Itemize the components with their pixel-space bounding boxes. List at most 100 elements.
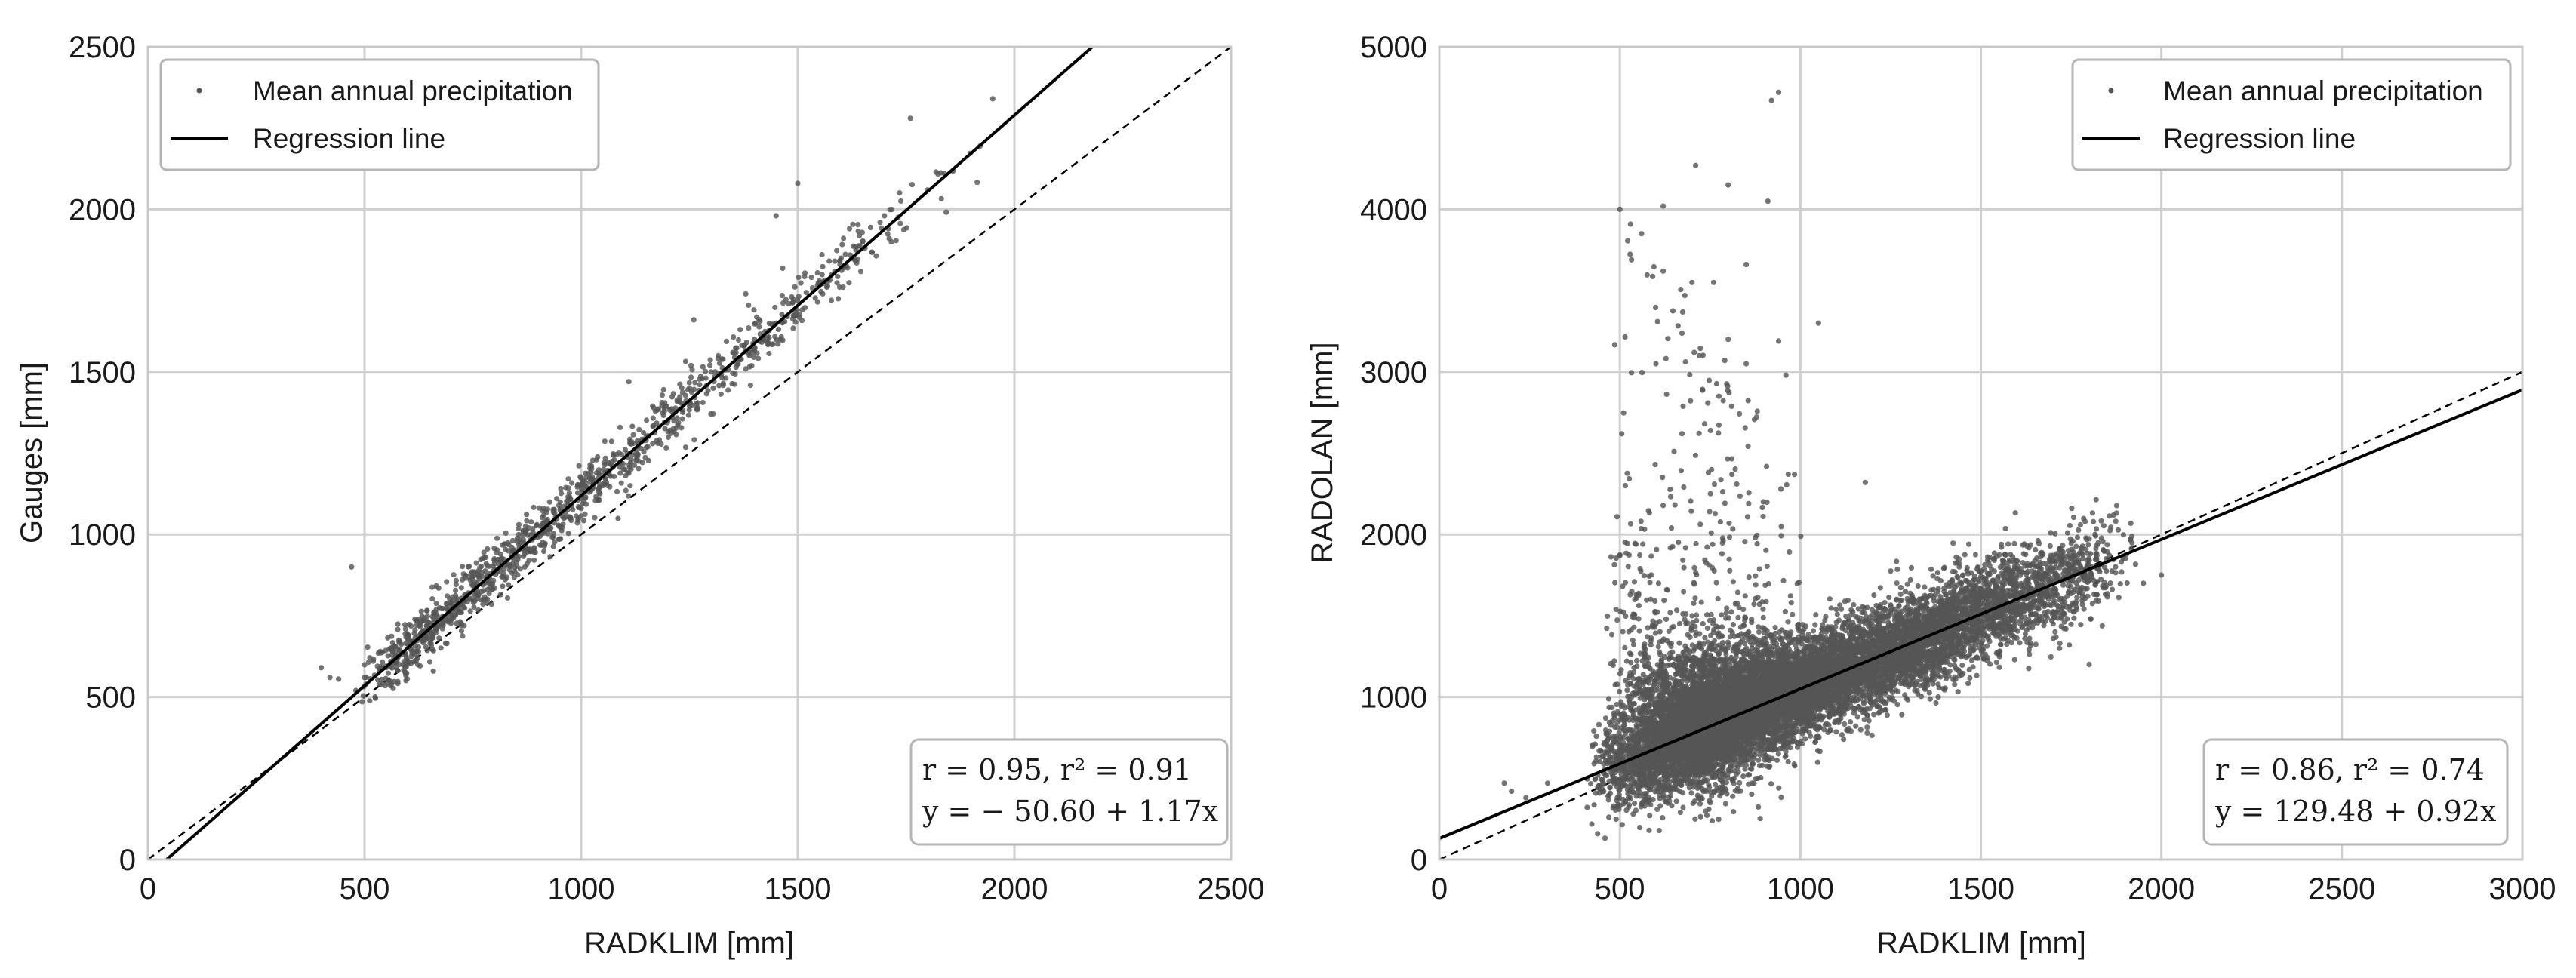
left-data-point <box>889 207 895 213</box>
right-data-point <box>2083 546 2089 552</box>
right-data-point <box>1602 715 1609 721</box>
right-data-point <box>2117 581 2123 587</box>
left-data-point <box>444 579 450 585</box>
left-data-point <box>540 508 546 514</box>
left-data-point <box>809 285 815 291</box>
left-data-point <box>367 655 373 661</box>
left-data-point <box>700 376 706 382</box>
right-data-point <box>2093 598 2099 604</box>
left-data-point <box>775 341 781 347</box>
left-data-point <box>418 608 424 614</box>
left-data-point <box>486 563 492 569</box>
left-data-point <box>424 647 430 654</box>
right-data-point <box>1660 268 1667 274</box>
left-data-point <box>703 391 709 397</box>
left-data-point <box>796 275 802 281</box>
left-data-point <box>372 695 379 701</box>
left-data-point <box>414 654 421 661</box>
left-data-point <box>576 463 582 469</box>
left-data-point <box>556 522 562 528</box>
right-data-point <box>1815 320 1821 326</box>
left-data-point <box>473 593 479 599</box>
right-data-point <box>1907 577 1913 583</box>
left-y-tick-label: 2500 <box>69 31 136 64</box>
left-data-point <box>502 541 508 547</box>
right-data-point <box>1776 785 1782 791</box>
left-data-point <box>643 444 650 451</box>
left-data-point <box>712 369 719 375</box>
left-data-point <box>485 546 491 552</box>
right-data-point <box>2113 564 2119 570</box>
left-data-point <box>574 484 580 490</box>
left-data-point <box>626 462 632 468</box>
right-data-point <box>1888 568 1894 574</box>
left-data-point <box>779 312 785 318</box>
left-data-point <box>679 416 685 422</box>
right-data-point <box>1689 279 1695 285</box>
left-data-point <box>409 650 415 657</box>
left-data-point <box>520 537 527 543</box>
left-data-point <box>719 356 725 362</box>
left-data-point <box>769 342 775 348</box>
left-data-point <box>593 494 599 500</box>
left-data-point <box>385 670 391 676</box>
left-legend-points-label: Mean annual precipitation <box>253 75 573 106</box>
left-data-point <box>674 399 681 405</box>
left-data-point <box>547 554 553 560</box>
left-data-point <box>697 382 703 388</box>
right-data-point <box>1812 740 1818 746</box>
left-data-point <box>596 489 602 495</box>
left-data-point <box>327 675 333 681</box>
left-data-point <box>772 334 778 340</box>
left-data-point <box>860 238 866 244</box>
right-data-point <box>1544 780 1551 786</box>
left-data-point <box>780 300 786 306</box>
right-data-point <box>1596 721 1602 727</box>
right-data-point <box>1682 293 1688 299</box>
left-data-point <box>402 622 408 628</box>
left-data-point <box>836 296 842 302</box>
right-data-point <box>1743 361 1750 367</box>
left-data-point <box>473 560 479 566</box>
left-data-point <box>545 531 551 537</box>
left-data-point <box>435 623 442 629</box>
left-data-point <box>897 190 903 196</box>
left-data-point <box>688 362 694 368</box>
left-data-point <box>436 635 442 641</box>
left-data-point <box>799 307 805 313</box>
left-data-point <box>688 374 694 380</box>
left-data-point <box>551 509 557 515</box>
left-data-point <box>708 369 714 375</box>
left-data-point <box>867 224 874 230</box>
left-data-point <box>432 609 438 615</box>
left-data-point <box>757 318 763 324</box>
right-data-point <box>1926 690 1932 696</box>
left-data-point <box>897 220 903 226</box>
left-data-point <box>596 497 602 503</box>
left-data-point <box>460 604 466 610</box>
left-data-point <box>909 182 915 188</box>
right-data-point <box>1854 714 1860 720</box>
right-data-point <box>1509 788 1515 795</box>
left-data-point <box>570 506 576 512</box>
left-data-point <box>537 542 543 548</box>
left-data-point <box>395 668 401 674</box>
left-data-point <box>766 350 772 357</box>
left-data-point <box>581 518 587 524</box>
right-data-point <box>1776 89 1782 95</box>
left-data-point <box>835 273 841 280</box>
left-data-point <box>795 180 801 186</box>
left-data-point <box>580 478 586 484</box>
left-stats-frame <box>909 738 1229 846</box>
left-data-point <box>837 257 843 263</box>
left-data-point <box>636 466 642 472</box>
left-data-point <box>506 582 512 588</box>
right-data-point <box>1710 279 1717 285</box>
left-data-point <box>386 677 392 684</box>
left-data-point <box>907 115 913 121</box>
left-data-point <box>414 617 420 623</box>
right-data-point <box>2141 580 2147 586</box>
left-data-point <box>494 535 500 541</box>
left-data-point <box>602 476 608 482</box>
left-data-point <box>808 275 814 281</box>
